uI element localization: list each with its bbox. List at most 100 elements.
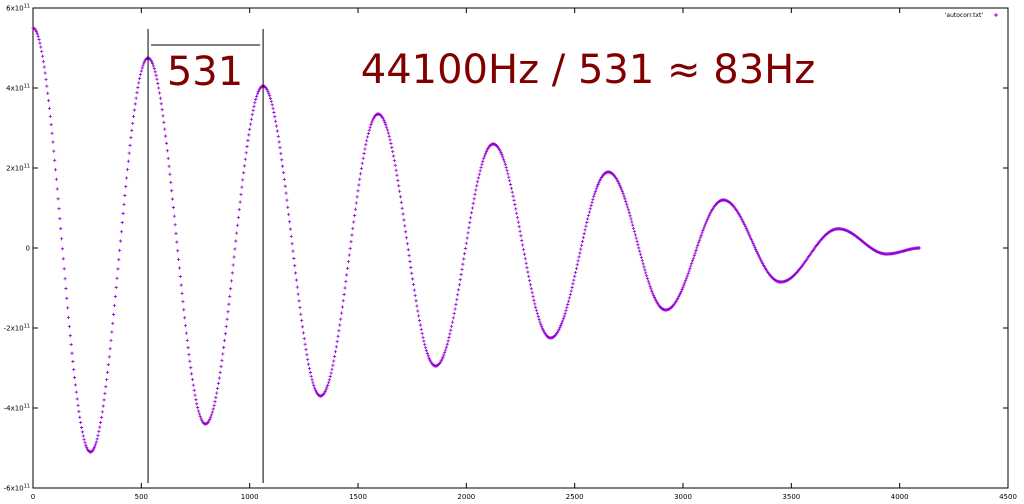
data-point: [481, 159, 485, 163]
data-point: [515, 216, 520, 220]
data-point: [637, 246, 641, 250]
data-point: [110, 330, 114, 334]
data-point: [249, 117, 253, 121]
data-point: [216, 386, 220, 390]
data-point: [396, 178, 400, 183]
data-point: [748, 234, 752, 238]
data-point: [650, 289, 654, 293]
data-point: [79, 420, 83, 425]
data-point: [426, 354, 430, 358]
data-point: [570, 285, 574, 290]
data-point: [158, 96, 162, 100]
data-point: [567, 299, 571, 303]
data-point: [381, 117, 385, 121]
data-point: [420, 331, 424, 336]
data-point: [502, 157, 506, 161]
data-point: [226, 310, 230, 314]
data-point: [511, 194, 515, 198]
data-point: [391, 150, 395, 154]
legend: 'autocorr.txt': [945, 12, 998, 19]
data-point: [178, 274, 182, 279]
data-point: [448, 332, 452, 336]
data-point: [104, 385, 108, 389]
data-point: [531, 295, 535, 299]
data-point: [684, 276, 689, 280]
data-point: [693, 251, 697, 255]
data-point: [183, 323, 188, 328]
data-point: [679, 289, 683, 293]
data-point: [118, 239, 123, 243]
data-point: [98, 425, 102, 429]
data-point: [39, 45, 43, 49]
data-point: [755, 251, 760, 255]
data-point: [131, 121, 135, 125]
data-point: [44, 77, 48, 82]
data-point: [754, 247, 758, 252]
data-point: [653, 297, 657, 301]
data-point: [698, 236, 702, 240]
data-point: [447, 335, 451, 340]
data-point: [161, 114, 165, 118]
data-point: [468, 221, 472, 225]
data-point: [177, 257, 181, 262]
data-point: [177, 266, 182, 270]
data-point: [445, 342, 449, 346]
data-point: [517, 225, 521, 229]
data-point: [287, 212, 291, 217]
data-point: [45, 84, 49, 88]
data-point: [648, 284, 652, 288]
data-point: [497, 147, 501, 151]
data-point: [274, 119, 278, 123]
data-point: [69, 342, 73, 347]
data-point: [340, 305, 344, 309]
data-point: [217, 376, 221, 380]
data-point: [99, 415, 104, 419]
data-point: [297, 299, 301, 303]
data-point: [749, 236, 753, 240]
data-point: [269, 99, 273, 104]
data-point: [199, 417, 203, 421]
data-point: [482, 154, 487, 158]
data-point: [184, 331, 188, 335]
data-point: [540, 325, 544, 329]
y-tick-label: 6x1011: [6, 4, 30, 13]
data-point: [125, 167, 130, 172]
data-point: [38, 41, 42, 45]
data-point: [274, 124, 279, 128]
data-point: [41, 59, 45, 64]
data-point: [225, 317, 229, 321]
data-point: [633, 233, 637, 237]
data-point: [369, 122, 373, 127]
data-point: [469, 211, 474, 215]
data-point: [619, 187, 624, 191]
data-point: [423, 342, 427, 347]
data-point: [221, 352, 225, 356]
data-point: [363, 147, 367, 151]
data-point: [293, 264, 297, 268]
data-point: [223, 332, 227, 336]
data-point: [700, 231, 704, 235]
data-point: [388, 138, 392, 142]
data-point: [303, 342, 307, 346]
data-point: [365, 139, 369, 143]
data-point: [267, 91, 271, 95]
data-point: [55, 187, 59, 191]
data-point: [389, 141, 393, 146]
data-point: [342, 292, 346, 297]
data-point: [444, 345, 448, 349]
data-point: [351, 226, 355, 231]
data-point: [404, 236, 409, 240]
data-point: [581, 235, 585, 240]
data-point: [152, 67, 156, 71]
data-point: [522, 252, 526, 256]
data-point: [462, 257, 466, 261]
data-point: [627, 211, 631, 215]
data-point: [295, 285, 299, 289]
period-annotation: 531: [167, 49, 243, 95]
data-point: [682, 283, 686, 287]
data-point: [541, 329, 546, 333]
data-point: [63, 277, 67, 281]
data-point: [136, 85, 140, 90]
data-point: [362, 151, 366, 156]
